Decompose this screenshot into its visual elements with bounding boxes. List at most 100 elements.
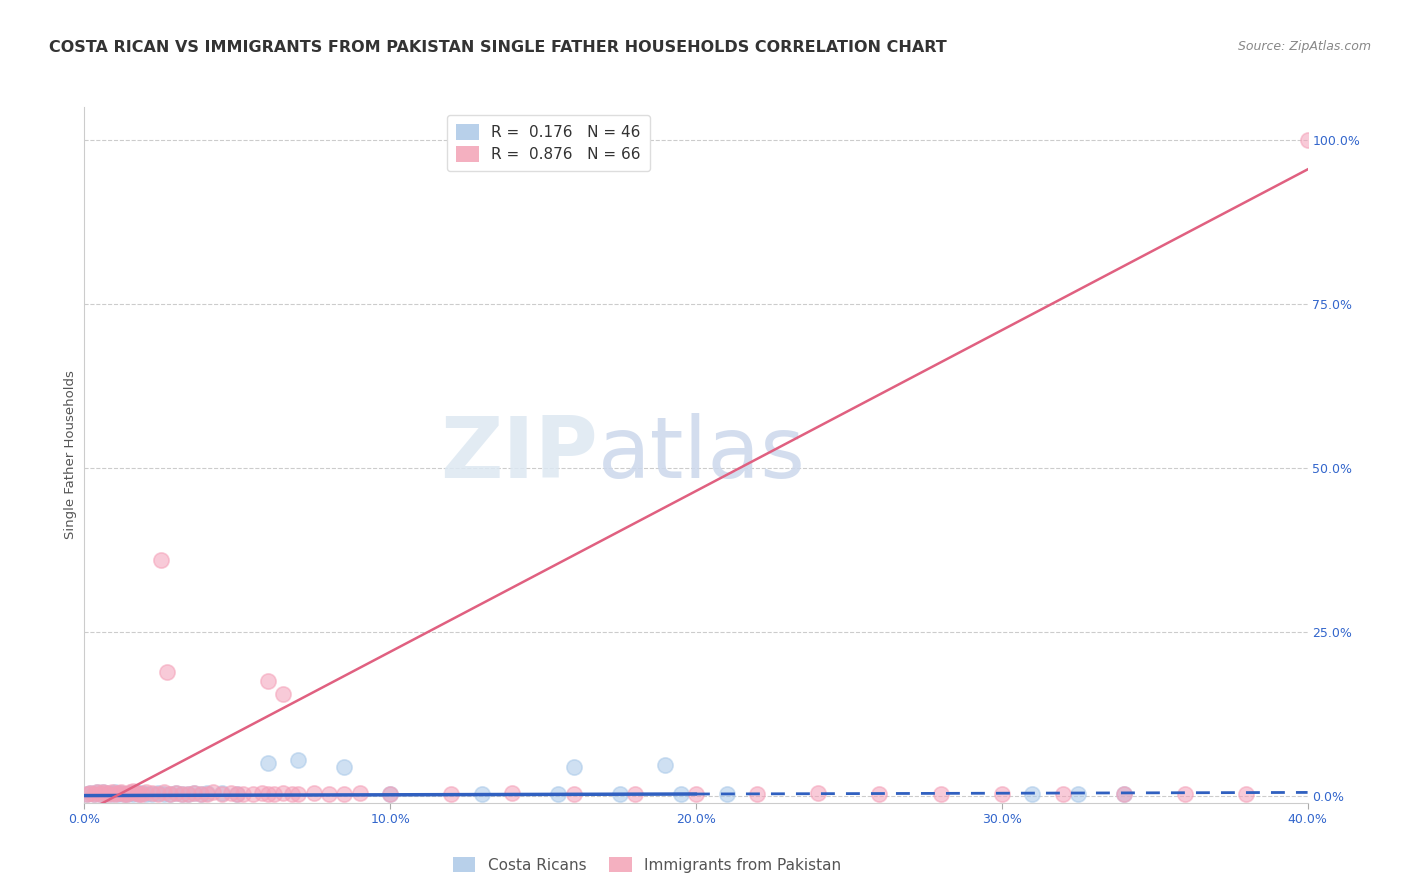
- Point: [609, 787, 631, 801]
- Point: [380, 787, 402, 801]
- Point: [471, 787, 494, 801]
- Point: [177, 787, 200, 801]
- Point: [257, 674, 280, 689]
- Point: [1296, 133, 1319, 147]
- Point: [89, 787, 111, 801]
- Point: [101, 785, 124, 799]
- Point: [131, 786, 153, 800]
- Point: [380, 787, 402, 801]
- Point: [1114, 787, 1136, 801]
- Point: [349, 786, 371, 800]
- Point: [929, 787, 952, 801]
- Point: [991, 787, 1014, 801]
- Point: [172, 787, 194, 801]
- Point: [83, 787, 105, 801]
- Point: [287, 753, 309, 767]
- Point: [1067, 787, 1090, 801]
- Point: [94, 786, 117, 800]
- Point: [190, 787, 212, 801]
- Point: [104, 787, 127, 801]
- Point: [226, 787, 249, 801]
- Point: [76, 787, 98, 801]
- Point: [302, 786, 325, 800]
- Point: [257, 787, 280, 801]
- Point: [79, 786, 101, 800]
- Point: [440, 787, 463, 801]
- Point: [128, 787, 150, 801]
- Point: [112, 787, 135, 801]
- Point: [156, 665, 179, 679]
- Point: [562, 760, 585, 774]
- Point: [112, 787, 135, 801]
- Point: [219, 786, 242, 800]
- Point: [1236, 787, 1258, 801]
- Point: [146, 786, 169, 800]
- Point: [115, 787, 138, 801]
- Point: [141, 787, 163, 801]
- Point: [177, 787, 200, 801]
- Point: [502, 786, 524, 800]
- Point: [115, 787, 138, 801]
- Point: [654, 757, 676, 772]
- Point: [257, 756, 280, 771]
- Point: [201, 785, 224, 799]
- Point: [79, 786, 101, 800]
- Point: [94, 787, 117, 801]
- Point: [226, 787, 249, 801]
- Point: [122, 787, 145, 801]
- Text: COSTA RICAN VS IMMIGRANTS FROM PAKISTAN SINGLE FATHER HOUSEHOLDS CORRELATION CHA: COSTA RICAN VS IMMIGRANTS FROM PAKISTAN …: [49, 40, 948, 55]
- Point: [135, 787, 157, 801]
- Point: [159, 787, 181, 801]
- Point: [685, 787, 707, 801]
- Point: [135, 785, 157, 799]
- Point: [1114, 787, 1136, 801]
- Point: [110, 786, 132, 800]
- Point: [153, 784, 176, 798]
- Point: [869, 787, 891, 801]
- Point: [107, 787, 129, 801]
- Point: [1174, 787, 1197, 801]
- Point: [281, 787, 304, 801]
- Point: [669, 787, 692, 801]
- Point: [333, 760, 356, 774]
- Point: [242, 787, 264, 801]
- Point: [76, 787, 98, 801]
- Point: [562, 787, 585, 801]
- Legend: Costa Ricans, Immigrants from Pakistan: Costa Ricans, Immigrants from Pakistan: [447, 850, 848, 879]
- Point: [131, 787, 153, 801]
- Point: [159, 787, 181, 801]
- Point: [807, 786, 830, 800]
- Point: [211, 786, 233, 800]
- Point: [146, 787, 169, 801]
- Y-axis label: Single Father Households: Single Father Households: [65, 370, 77, 540]
- Point: [195, 787, 218, 801]
- Point: [107, 786, 129, 800]
- Point: [110, 784, 132, 798]
- Point: [747, 787, 769, 801]
- Point: [153, 787, 176, 801]
- Point: [83, 787, 105, 801]
- Point: [624, 787, 647, 801]
- Text: Source: ZipAtlas.com: Source: ZipAtlas.com: [1237, 40, 1371, 54]
- Point: [128, 787, 150, 801]
- Point: [86, 785, 108, 799]
- Point: [287, 787, 309, 801]
- Point: [122, 784, 145, 798]
- Text: ZIP: ZIP: [440, 413, 598, 497]
- Point: [172, 787, 194, 801]
- Point: [125, 786, 148, 800]
- Point: [91, 784, 114, 798]
- Point: [165, 786, 187, 800]
- Point: [86, 785, 108, 799]
- Point: [195, 786, 218, 800]
- Point: [91, 784, 114, 798]
- Point: [211, 787, 233, 801]
- Point: [101, 787, 124, 801]
- Point: [318, 787, 340, 801]
- Text: atlas: atlas: [598, 413, 806, 497]
- Point: [104, 785, 127, 799]
- Point: [271, 688, 294, 702]
- Point: [263, 787, 285, 801]
- Point: [1052, 787, 1074, 801]
- Point: [141, 786, 163, 800]
